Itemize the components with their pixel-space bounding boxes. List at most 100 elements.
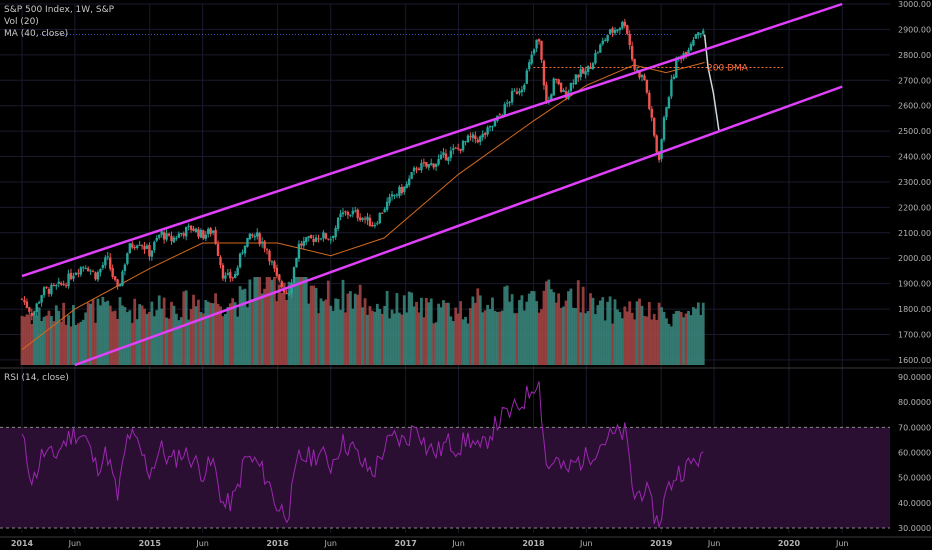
volume-bar xyxy=(635,301,639,365)
volume-bar xyxy=(652,313,656,365)
candle-body xyxy=(251,234,254,237)
candle-body xyxy=(324,233,328,239)
volume-bar xyxy=(527,293,531,365)
candle-body xyxy=(535,39,538,49)
candle-body xyxy=(246,237,249,247)
candle-body xyxy=(57,281,60,284)
candle-body xyxy=(187,225,190,227)
candle-body xyxy=(432,163,435,168)
volume-bar xyxy=(643,315,646,365)
volume-bar xyxy=(223,314,227,365)
price-tick-label: 1600.00 xyxy=(898,356,931,365)
volume-bar xyxy=(270,279,274,365)
candle-body xyxy=(77,272,80,274)
volume-bar xyxy=(390,309,394,365)
volume-bar xyxy=(299,277,303,365)
candle-body xyxy=(493,120,497,126)
candle-body xyxy=(613,30,617,34)
price-axis: 1600.00 1700.00 1800.00 1900.00 2000.00 2100.… xyxy=(898,0,931,365)
volume-bar xyxy=(125,312,129,365)
volume-bar xyxy=(197,299,200,365)
candle-body xyxy=(60,282,63,285)
rsi-tick-label: 30.0000 xyxy=(898,524,931,533)
volume-bar xyxy=(336,298,340,365)
volume-bar xyxy=(684,313,688,365)
candle-body xyxy=(268,250,271,262)
volume-bar xyxy=(27,314,31,365)
projection-path xyxy=(703,34,720,132)
volume-bar xyxy=(250,299,254,365)
volume-bar xyxy=(498,311,502,365)
volume-bar xyxy=(319,298,323,365)
volume-bar xyxy=(415,301,418,365)
volume-bar xyxy=(50,315,53,365)
candle-body xyxy=(403,186,406,193)
candle-body xyxy=(503,104,506,116)
candle-body xyxy=(518,91,521,94)
volume-bar xyxy=(353,293,357,365)
volume-bar xyxy=(170,301,173,365)
candle-body xyxy=(50,284,53,295)
price-tick-label: 1800.00 xyxy=(898,305,931,314)
candle-body xyxy=(33,311,36,315)
price-candles xyxy=(20,18,705,321)
candle-body xyxy=(638,70,641,78)
candle-body xyxy=(532,49,536,54)
volume-bar xyxy=(341,279,345,365)
candle-body xyxy=(371,225,374,227)
volume-bar xyxy=(45,315,48,365)
volume-bar xyxy=(356,294,360,365)
candle-body xyxy=(640,75,644,77)
candle-body xyxy=(69,272,73,280)
candle-body xyxy=(591,63,595,70)
candle-body xyxy=(241,252,244,254)
candle-body xyxy=(162,232,166,240)
time-tick-label: 2014 xyxy=(11,539,34,548)
volume-bar xyxy=(339,309,342,365)
candle-body xyxy=(618,28,622,30)
rsi-tick-label: 50.0000 xyxy=(898,474,931,483)
candle-body xyxy=(559,83,563,92)
candle-body xyxy=(611,28,614,33)
time-tick-label: 2017 xyxy=(395,539,417,548)
volume-bar xyxy=(108,305,112,365)
candle-body xyxy=(192,228,195,231)
volume-bar xyxy=(547,279,551,365)
candle-body xyxy=(189,225,193,230)
candle-body xyxy=(427,164,430,168)
candle-body xyxy=(515,91,519,94)
candle-body xyxy=(510,91,514,103)
candle-body xyxy=(153,241,156,251)
candle-body xyxy=(148,244,151,257)
volume-bar xyxy=(317,313,320,365)
volume-bar xyxy=(554,302,558,365)
candle-body xyxy=(165,233,168,240)
volume-bar xyxy=(532,291,536,365)
candle-body xyxy=(184,226,188,237)
volume-bar xyxy=(157,295,161,365)
volume-bar xyxy=(486,304,489,365)
candle-body xyxy=(358,217,362,221)
volume-bar xyxy=(699,314,703,365)
volume-bar xyxy=(113,310,117,365)
volume-bar xyxy=(446,302,450,365)
candle-body xyxy=(596,52,600,54)
header-volume: Vol (20) xyxy=(4,17,39,27)
volume-bar xyxy=(373,311,377,365)
candle-body xyxy=(557,79,560,85)
time-tick-label: 2018 xyxy=(522,539,545,548)
candle-body xyxy=(662,117,666,140)
candle-body xyxy=(307,236,310,238)
candle-body xyxy=(74,272,78,276)
volume-bar xyxy=(177,320,181,365)
candle-body xyxy=(672,76,676,80)
trend-channel xyxy=(21,2,843,367)
volume-bar xyxy=(263,288,266,365)
candle-body xyxy=(94,272,97,280)
volume-bar xyxy=(133,298,137,365)
volume-bar xyxy=(655,319,659,365)
volume-bar xyxy=(167,318,171,365)
volume-bar xyxy=(285,299,289,365)
volume-bar xyxy=(584,313,588,365)
